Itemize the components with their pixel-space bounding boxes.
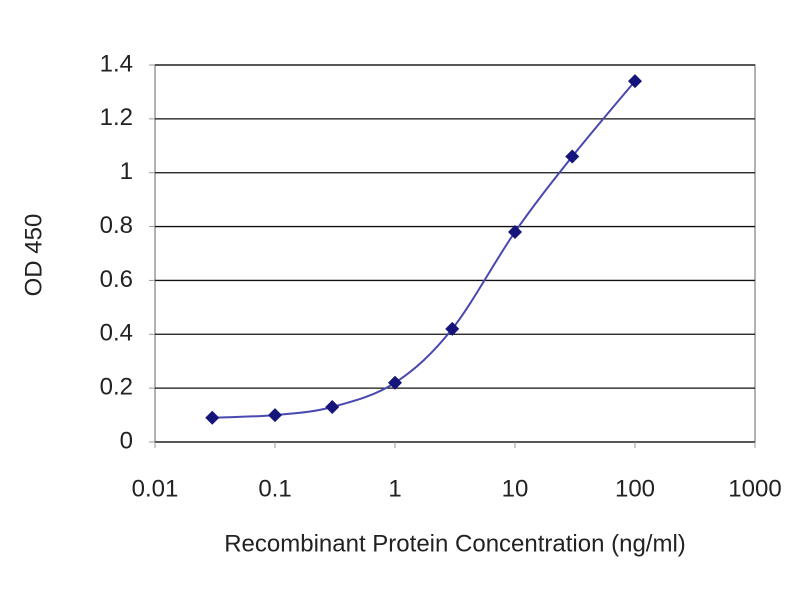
y-tick-label: 0: [120, 427, 133, 454]
point: [268, 408, 282, 423]
x-tick-label: 10: [502, 475, 529, 502]
point: [565, 149, 580, 164]
plot-area: [154, 64, 756, 443]
x-tick-label: 100: [615, 475, 655, 502]
x-axis-title: Recombinant Protein Concentration (ng/ml…: [224, 530, 686, 557]
point: [205, 410, 220, 425]
y-tick-label: 0.4: [100, 320, 133, 347]
y-tick-label: 1.2: [100, 104, 133, 131]
point: [628, 74, 642, 89]
x-tick-label: 0.01: [132, 475, 179, 502]
point: [508, 224, 522, 239]
y-axis-title: OD 450: [20, 214, 47, 297]
y-tick-label: 0.2: [100, 373, 133, 400]
y-tick-label: 0.6: [100, 266, 133, 293]
x-tick-label: 0.1: [258, 475, 291, 502]
x-tick-label: 1000: [728, 475, 781, 502]
y-tick-label: 0.8: [100, 212, 133, 239]
y-tick-label: 1.4: [100, 50, 133, 77]
y-tick-label: 1: [120, 158, 133, 185]
x-tick-label: 1: [388, 475, 401, 502]
point: [388, 375, 402, 390]
point: [325, 399, 340, 414]
point: [445, 321, 460, 336]
